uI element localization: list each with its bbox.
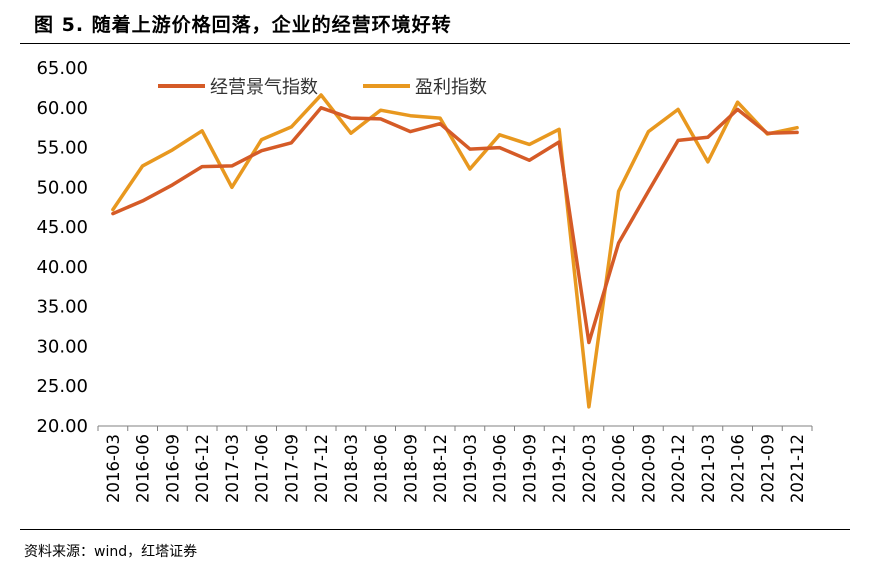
y-tick-label: 55.00: [36, 138, 88, 159]
x-tick-label: 2017-03: [223, 434, 242, 503]
x-tick-label: 2018-03: [342, 434, 361, 503]
x-tick-label: 2018-06: [372, 434, 391, 503]
x-tick-label: 2020-06: [610, 434, 629, 503]
x-axis: 2016-03 2016-06 2016-09 2016-12 2017-03 2017-…: [97, 425, 813, 503]
figure-title: 图 5. 随着上游价格回落，企业的经营环境好转: [34, 14, 452, 36]
x-tick-label: 2017-09: [282, 434, 301, 503]
legend: 经营景气指数 盈利指数: [158, 77, 487, 98]
series-lines: [111, 93, 799, 409]
y-tick-label: 50.00: [36, 177, 88, 198]
x-tick-label: 2019-12: [550, 434, 569, 503]
x-tick-label: 2021-06: [729, 434, 748, 503]
x-tick-label: 2018-12: [431, 434, 450, 503]
legend-label: 盈利指数: [415, 77, 487, 98]
series-line: [111, 93, 799, 409]
y-tick-label: 35.00: [36, 297, 88, 318]
x-tick-label: 2018-09: [401, 434, 420, 503]
x-tick-label: 2017-06: [253, 434, 272, 503]
x-tick-label: 2021-09: [758, 434, 777, 503]
x-tick-label: 2016-12: [193, 434, 212, 503]
source-rule: [20, 529, 850, 530]
legend-label: 经营景气指数: [210, 77, 318, 98]
y-tick-label: 65.00: [36, 58, 88, 79]
x-tick-label: 2019-03: [461, 434, 480, 503]
x-tick-label: 2019-06: [491, 434, 510, 503]
x-tick-label: 2017-12: [312, 434, 331, 503]
y-tick-label: 20.00: [36, 416, 88, 437]
x-tick-label: 2021-03: [699, 434, 718, 503]
title-rule: [20, 43, 850, 44]
x-tick-label: 2016-06: [134, 434, 153, 503]
y-tick-label: 25.00: [36, 376, 88, 397]
source-note: 资料来源：wind，红塔证券: [24, 544, 198, 560]
y-tick-label: 30.00: [36, 336, 88, 357]
x-tick-label: 2016-09: [163, 434, 182, 503]
x-tick-label: 2020-03: [580, 434, 599, 503]
y-tick-label: 45.00: [36, 217, 88, 238]
x-tick-label: 2020-12: [669, 434, 688, 503]
line-chart: 65.00 60.00 55.00 50.00 45.00 40.00 35.00 30.00…: [36, 58, 813, 503]
y-tick-label: 60.00: [36, 98, 88, 119]
y-axis: 65.00 60.00 55.00 50.00 45.00 40.00 35.00 30.00…: [36, 58, 88, 437]
series-line: [111, 106, 799, 345]
y-tick-label: 40.00: [36, 257, 88, 278]
x-tick-label: 2016-03: [104, 434, 123, 503]
x-tick-label: 2020-09: [639, 434, 658, 503]
x-tick-label: 2021-12: [788, 434, 807, 503]
x-tick-label: 2019-09: [520, 434, 539, 503]
